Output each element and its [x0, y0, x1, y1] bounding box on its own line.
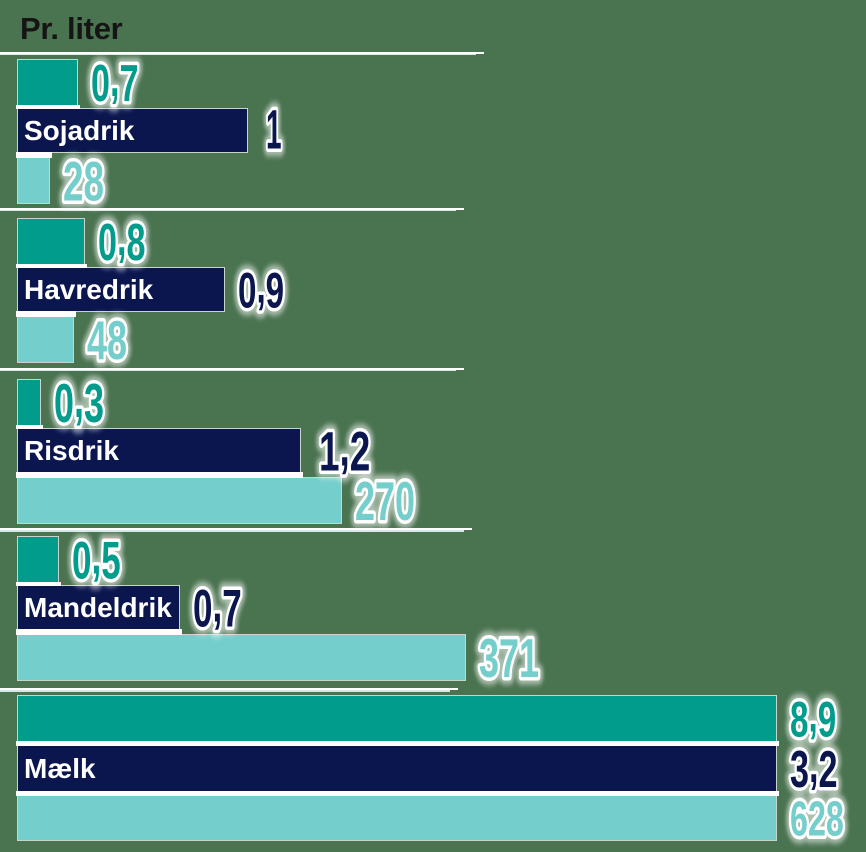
svg-text:0,9: 0,9: [238, 258, 284, 320]
svg-text:0,3: 0,3: [54, 367, 104, 433]
svg-text:371: 371: [479, 627, 539, 688]
svg-text:3,2: 3,2: [790, 736, 837, 799]
svg-text:371: 371: [479, 627, 539, 688]
svg-text:0,7: 0,7: [91, 50, 138, 113]
svg-text:270: 270: [355, 470, 415, 531]
svg-text:28: 28: [63, 151, 104, 214]
svg-text:628: 628: [790, 792, 844, 846]
svg-text:48: 48: [87, 309, 127, 370]
svg-text:0,8: 0,8: [98, 209, 145, 272]
svg-text:0,7: 0,7: [193, 573, 242, 638]
svg-text:8,9: 8,9: [790, 687, 836, 749]
svg-text:48: 48: [87, 309, 127, 370]
svg-text:0,8: 0,8: [98, 209, 145, 272]
svg-text:0,5: 0,5: [72, 525, 121, 590]
svg-text:28: 28: [63, 151, 104, 214]
svg-text:628: 628: [790, 792, 844, 846]
svg-text:0,3: 0,3: [54, 367, 104, 433]
svg-text:3,2: 3,2: [790, 736, 837, 799]
svg-text:1: 1: [266, 99, 282, 161]
svg-text:270: 270: [355, 470, 415, 531]
svg-text:1,2: 1,2: [319, 416, 370, 484]
svg-text:0,9: 0,9: [238, 258, 284, 320]
